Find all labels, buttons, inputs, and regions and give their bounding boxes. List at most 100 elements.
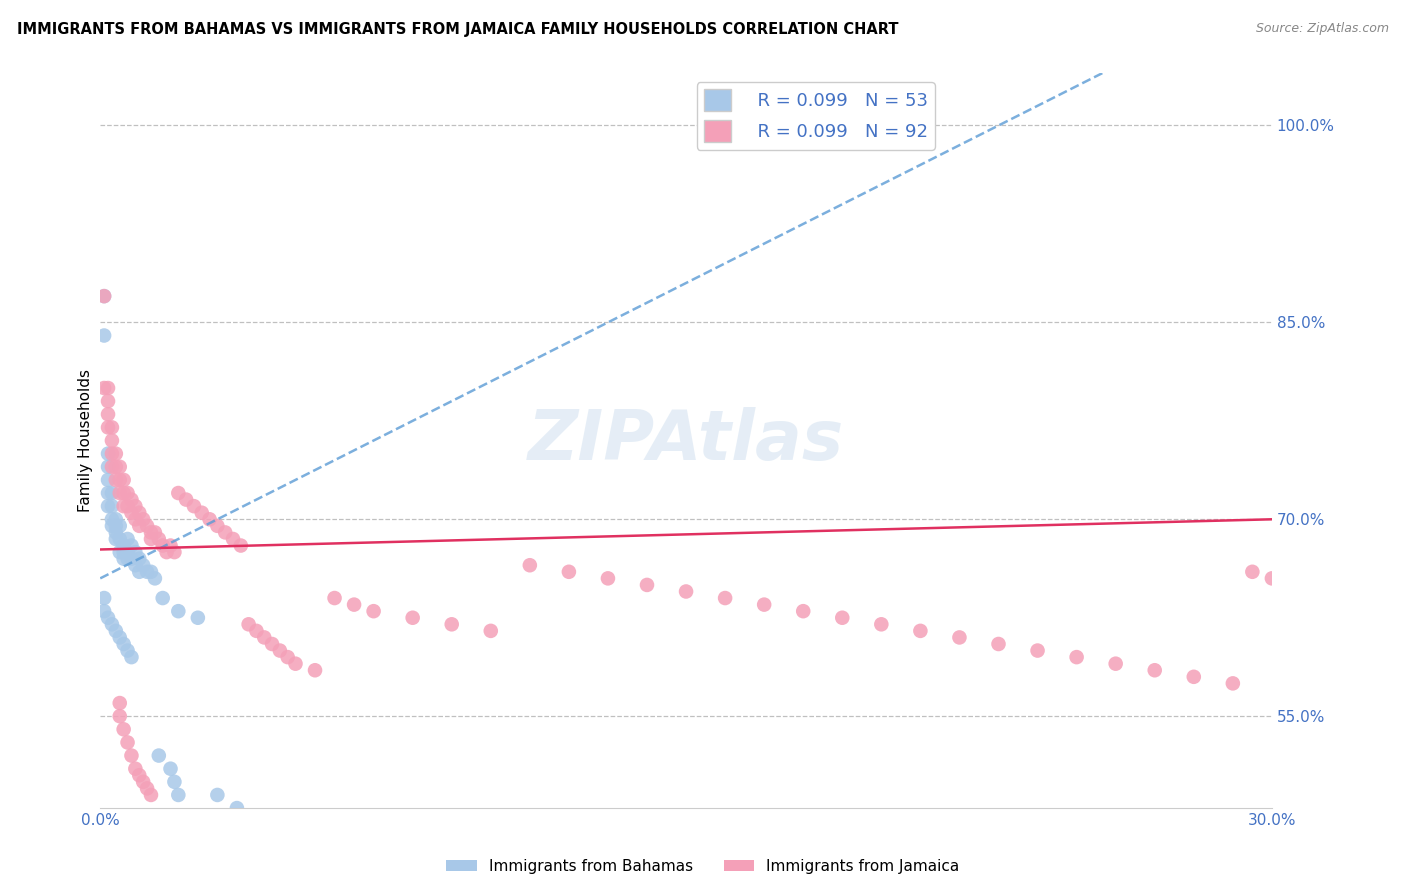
Point <box>187 611 209 625</box>
Point <box>97 459 120 474</box>
Point <box>117 545 139 559</box>
Point <box>1066 650 1088 665</box>
Point <box>183 499 205 513</box>
Point <box>97 499 120 513</box>
Point <box>108 459 131 474</box>
Point <box>148 532 170 546</box>
Point <box>190 506 212 520</box>
Point <box>139 565 162 579</box>
Point <box>120 551 142 566</box>
Point <box>108 532 131 546</box>
Point <box>163 545 186 559</box>
Text: Source: ZipAtlas.com: Source: ZipAtlas.com <box>1256 22 1389 36</box>
Text: ZIPAtlas: ZIPAtlas <box>527 407 844 474</box>
Point <box>108 709 131 723</box>
Point <box>948 631 970 645</box>
Point <box>987 637 1010 651</box>
Point <box>124 762 146 776</box>
Point <box>222 532 245 546</box>
Point <box>1261 571 1284 585</box>
Point <box>97 473 120 487</box>
Point <box>636 578 658 592</box>
Point <box>124 545 146 559</box>
Point <box>108 473 131 487</box>
Point <box>117 532 139 546</box>
Legend: Immigrants from Bahamas, Immigrants from Jamaica: Immigrants from Bahamas, Immigrants from… <box>440 853 966 880</box>
Point <box>117 643 139 657</box>
Point <box>101 519 124 533</box>
Point <box>108 545 131 559</box>
Point <box>117 486 139 500</box>
Point <box>132 512 155 526</box>
Point <box>112 539 135 553</box>
Point <box>152 591 174 605</box>
Y-axis label: Family Households: Family Households <box>79 369 93 512</box>
Point <box>104 525 127 540</box>
Point <box>558 565 581 579</box>
Point <box>238 617 260 632</box>
Point <box>128 551 150 566</box>
Point <box>1241 565 1264 579</box>
Point <box>93 289 115 303</box>
Point <box>97 407 120 421</box>
Point <box>97 381 120 395</box>
Point <box>128 506 150 520</box>
Point <box>93 604 115 618</box>
Point <box>112 486 135 500</box>
Text: IMMIGRANTS FROM BAHAMAS VS IMMIGRANTS FROM JAMAICA FAMILY HOUSEHOLDS CORRELATION: IMMIGRANTS FROM BAHAMAS VS IMMIGRANTS FR… <box>17 22 898 37</box>
Point <box>136 781 159 796</box>
Point <box>402 611 425 625</box>
Point <box>139 788 162 802</box>
Point <box>93 289 115 303</box>
Point <box>1105 657 1128 671</box>
Point <box>284 657 307 671</box>
Point <box>214 525 236 540</box>
Point <box>93 591 115 605</box>
Point <box>97 611 120 625</box>
Point <box>108 519 131 533</box>
Point <box>1026 643 1049 657</box>
Point <box>104 512 127 526</box>
Point <box>101 499 124 513</box>
Point <box>132 558 155 573</box>
Point <box>101 420 124 434</box>
Point <box>101 434 124 448</box>
Point <box>1222 676 1244 690</box>
Point <box>229 539 252 553</box>
Point <box>120 492 142 507</box>
Point <box>1143 663 1166 677</box>
Point <box>143 525 166 540</box>
Point <box>304 663 326 677</box>
Point <box>277 650 299 665</box>
Point <box>117 735 139 749</box>
Point <box>245 624 267 638</box>
Point <box>714 591 737 605</box>
Point <box>831 611 853 625</box>
Point <box>870 617 893 632</box>
Point <box>910 624 932 638</box>
Point <box>167 604 190 618</box>
Point <box>163 774 186 789</box>
Point <box>104 459 127 474</box>
Point <box>101 512 124 526</box>
Point <box>128 565 150 579</box>
Point <box>93 381 115 395</box>
Point <box>152 539 174 553</box>
Point <box>754 598 776 612</box>
Point <box>198 512 221 526</box>
Point <box>262 637 284 651</box>
Point <box>120 539 142 553</box>
Point <box>108 631 131 645</box>
Point <box>104 473 127 487</box>
Point <box>155 545 177 559</box>
Point <box>207 519 229 533</box>
Point <box>159 762 181 776</box>
Point <box>675 584 697 599</box>
Point <box>112 545 135 559</box>
Point <box>112 499 135 513</box>
Point <box>112 473 135 487</box>
Point <box>97 420 120 434</box>
Point <box>104 532 127 546</box>
Point <box>101 447 124 461</box>
Point <box>97 486 120 500</box>
